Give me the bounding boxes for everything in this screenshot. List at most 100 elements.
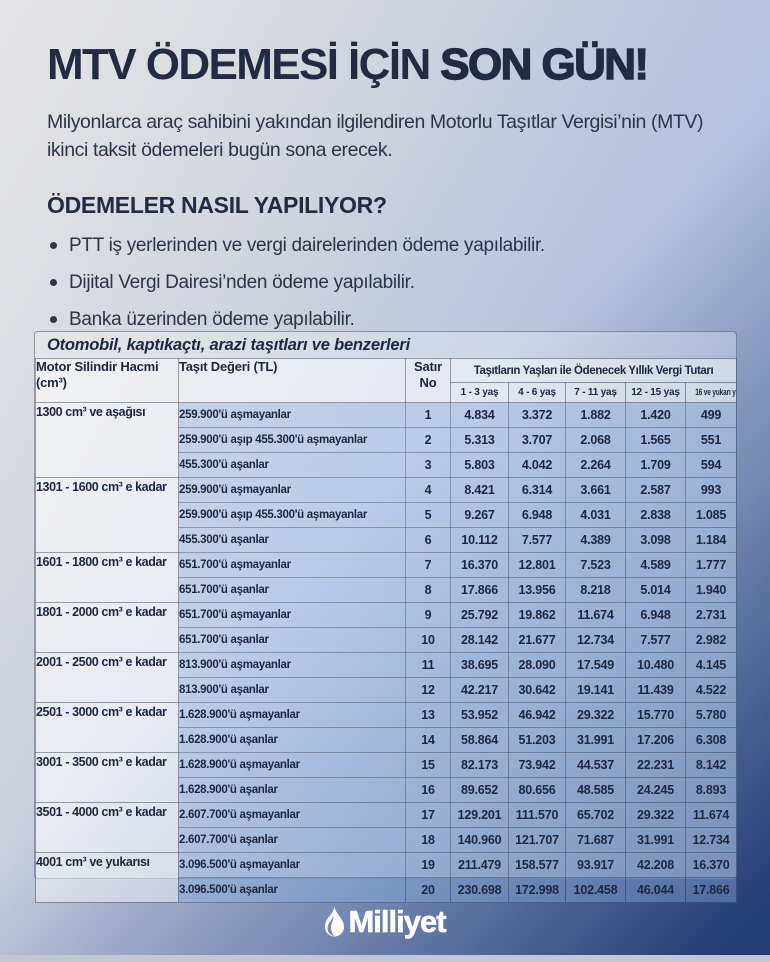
tax-value-cell: 1.420 [625,402,686,428]
header-content: MTV ÖDEMESİ İÇİN SON GÜN! Milyonlarca ar… [0,0,770,331]
tax-value-cell: 12.801 [508,552,566,578]
tax-value-cell: 19.141 [565,677,626,703]
value-band-cell: 813.900'ü aşanlar [178,677,406,703]
tax-value-cell: 30.642 [508,677,566,703]
table-body: 1300 cm³ ve aşağısı 259.900'ü aşmayanlar 1… [35,402,737,903]
tax-value-cell: 46.942 [508,702,566,728]
tax-value-cell: 11.674 [565,602,626,628]
tax-value-cell: 16.370 [450,552,509,578]
tax-value-cell: 17.866 [685,877,737,903]
tax-value-cell: 1.940 [685,577,737,603]
table-row: 1601 - 1800 cm³ e kadar 651.700'ü aşmayan… [35,552,737,603]
tax-value-cell: 1.882 [565,402,626,428]
tax-value-cell: 102.458 [565,877,626,903]
table-title: Otomobil, kaptıkaçtı, arazi taşıtları ve… [47,336,411,354]
value-column-header: Taşıt Değeri (TL) [178,358,406,403]
tax-value-cell: 31.991 [565,727,626,753]
table-header-row-1: Motor Silindir Hacmi (cm³) Taşıt Değeri … [35,358,737,403]
row-no-cell: 8 [405,577,451,603]
tax-value-cell: 29.322 [625,802,686,828]
value-band-cell: 2.607.700'ü aşanlar [178,827,406,853]
tax-value-cell: 80.656 [508,777,566,803]
tax-value-cell: 4.145 [685,652,737,678]
bottom-strip [0,955,770,962]
engine-cell: 4001 cm³ ve yukarısı [35,852,179,903]
tax-value-cell: 29.322 [565,702,626,728]
row-no-cell: 17 [405,802,451,828]
age-column-header: 16 ve yukarı yaş [685,382,737,403]
table-row: 813.900'ü aşanlar 12 42.217 30.642 19.141 11.… [36,677,737,703]
value-band-cell: 651.700'ü aşanlar [178,577,406,603]
tax-value-cell: 53.952 [450,702,509,728]
value-band-cell: 259.900'ü aşıp 455.300'ü aşmayanlar [178,427,406,453]
age-column-label: 16 ve yukarı yaş [695,387,736,397]
tax-value-cell: 3.707 [508,427,566,453]
engine-cell: 3001 - 3500 cm³ e kadar [35,752,179,803]
tax-value-cell: 140.960 [450,827,509,853]
tax-value-cell: 25.792 [450,602,509,628]
value-band-cell: 3.096.500'ü aşanlar [178,877,406,903]
row-no-cell: 20 [405,877,451,903]
value-band-cell: 651.700'ü aşmayanlar [178,602,406,628]
tax-value-cell: 19.862 [508,602,566,628]
tax-value-cell: 17.549 [565,652,626,678]
table-row: 2001 - 2500 cm³ e kadar 813.900'ü aşmayan… [35,652,737,703]
tax-value-cell: 5.803 [450,452,509,478]
tax-value-cell: 7.577 [625,627,686,653]
row-no-cell: 3 [405,452,451,478]
tax-value-cell: 129.201 [450,802,509,828]
tax-value-cell: 11.674 [685,802,737,828]
table-row: 455.300'ü aşanlar 3 5.803 4.042 2.264 1.709 59… [36,452,737,478]
row-no-cell: 5 [405,502,451,528]
tax-value-cell: 1.709 [625,452,686,478]
age-column-header: 7 - 11 yaş [565,382,626,403]
tax-value-cell: 11.439 [625,677,686,703]
tax-value-cell: 5.780 [685,702,737,728]
payment-bullet: Banka üzerinden ödeme yapılabilir. [50,309,723,331]
row-no-cell: 9 [405,602,451,628]
tax-value-cell: 8.421 [450,477,509,503]
value-band-cell: 259.900'ü aşmayanlar [178,477,406,503]
payment-bullet: PTT iş yerlerinden ve vergi dairelerinde… [50,235,723,257]
row-no-cell: 10 [405,627,451,653]
milliyet-logo: Milliyet [0,904,770,940]
vehicle-tax-panel: Otomobil, kaptıkaçtı, arazi taşıtları ve… [34,331,737,903]
tax-value-cell: 21.677 [508,627,566,653]
tax-value-cell: 15.770 [625,702,686,728]
tax-value-cell: 4.834 [450,402,509,428]
tax-value-cell: 230.698 [450,877,509,903]
tax-value-cell: 17.866 [450,577,509,603]
tax-value-cell: 7.523 [565,552,626,578]
tax-value-cell: 2.982 [685,627,737,653]
tax-value-cell: 121.707 [508,827,566,853]
value-band-cell: 259.900'ü aşmayanlar [178,402,406,428]
table-row: 3001 - 3500 cm³ e kadar 1.628.900'ü aşmay… [35,752,737,803]
tax-value-cell: 6.314 [508,477,566,503]
value-band-cell: 1.628.900'ü aşmayanlar [178,752,406,778]
value-band-cell: 1.628.900'ü aşanlar [178,777,406,803]
tax-value-cell: 73.942 [508,752,566,778]
age-column-header: 12 - 15 yaş [625,382,686,403]
intro-text: Milyonlarca araç sahibini yakından ilgil… [47,111,704,162]
tax-value-cell: 993 [685,477,737,503]
tax-value-cell: 4.031 [565,502,626,528]
value-band-cell: 3.096.500'ü aşmayanlar [178,852,406,878]
tax-value-cell: 2.264 [565,452,626,478]
value-band-cell: 455.300'ü aşanlar [178,452,406,478]
row-no-cell: 2 [405,427,451,453]
table-row: 1300 cm³ ve aşağısı 259.900'ü aşmayanlar 1… [35,402,737,478]
tax-value-cell: 4.042 [508,452,566,478]
row-no-cell: 15 [405,752,451,778]
engine-cell: 1301 - 1600 cm³ e kadar [35,477,179,553]
vehicle-tax-table: Motor Silindir Hacmi (cm³) Taşıt Değeri … [35,358,737,903]
tax-value-cell: 58.864 [450,727,509,753]
value-band-cell: 651.700'ü aşanlar [178,627,406,653]
tax-value-cell: 6.308 [685,727,737,753]
tax-value-cell: 9.267 [450,502,509,528]
tax-value-cell: 7.577 [508,527,566,553]
row-no-column-header: Satır No [405,358,451,403]
tax-value-cell: 172.998 [508,877,566,903]
page-title: MTV ÖDEMESİ İÇİN SON GÜN! [47,0,723,89]
tax-value-cell: 42.208 [625,852,686,878]
value-band-cell: 1.628.900'ü aşanlar [178,727,406,753]
